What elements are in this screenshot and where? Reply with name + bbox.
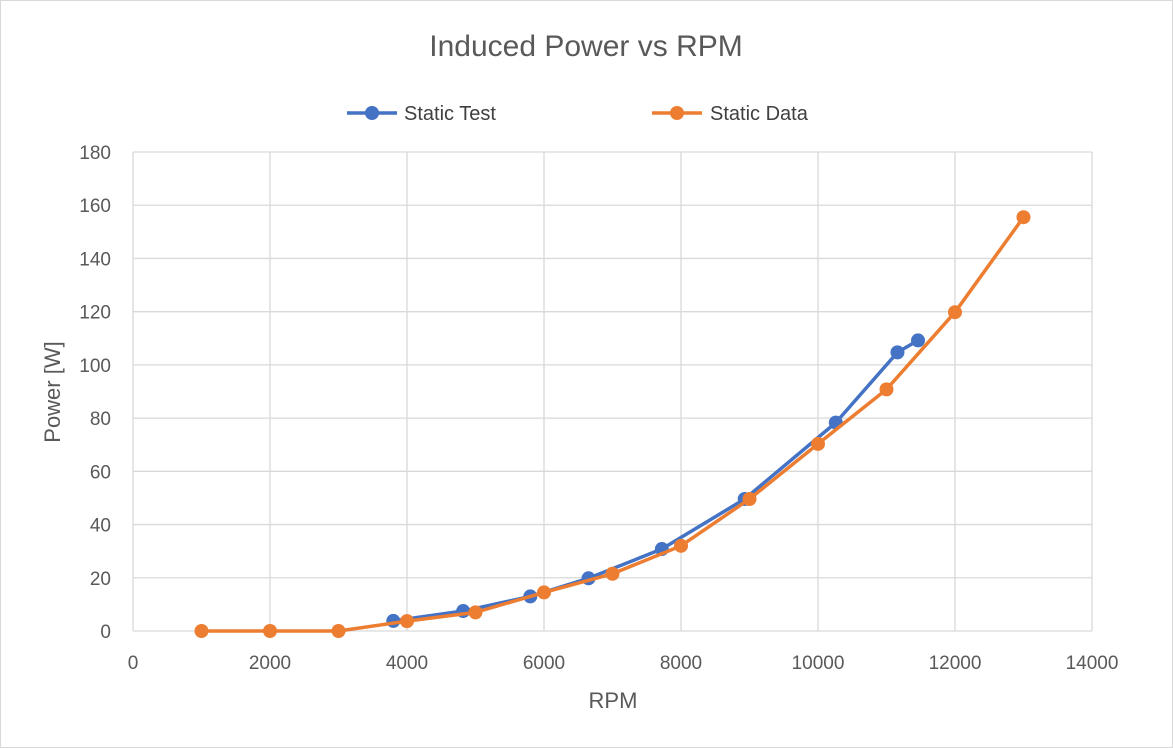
y-tick-label: 0 bbox=[100, 622, 111, 643]
y-tick-label: 140 bbox=[79, 249, 111, 270]
legend: Static Test Static Data bbox=[347, 103, 809, 125]
x-tick-label: 10000 bbox=[792, 653, 845, 674]
chart-title: Induced Power vs RPM bbox=[429, 30, 742, 63]
x-tick-label: 8000 bbox=[660, 653, 702, 674]
data-point-static-data bbox=[605, 566, 620, 581]
data-point-static-data bbox=[948, 305, 962, 320]
legend-marker-static-test bbox=[365, 106, 379, 120]
legend-label-static-test: Static Test bbox=[404, 103, 496, 125]
data-point-static-test bbox=[890, 345, 905, 360]
data-point-static-data bbox=[468, 605, 483, 620]
series-layer bbox=[194, 210, 1031, 638]
y-tick-label: 120 bbox=[79, 303, 111, 324]
y-tick-label: 40 bbox=[90, 516, 111, 537]
data-point-static-data bbox=[879, 382, 894, 397]
y-tick-label: 160 bbox=[79, 196, 111, 217]
y-axis-title: Power [W] bbox=[40, 341, 65, 442]
y-tick-label: 80 bbox=[90, 409, 111, 430]
gridlines bbox=[132, 151, 1093, 632]
x-tick-label: 6000 bbox=[523, 653, 565, 674]
data-point-static-data bbox=[400, 614, 414, 629]
x-tick-label: 14000 bbox=[1066, 653, 1119, 674]
y-axis-ticks: 0 20 40 60 80 100 120 140 160 180 bbox=[79, 143, 111, 643]
series-line-static-test bbox=[391, 338, 920, 623]
legend-label-static-data: Static Data bbox=[710, 103, 809, 125]
data-point-static-data bbox=[674, 538, 688, 553]
x-tick-label: 0 bbox=[128, 653, 139, 674]
data-point-static-data bbox=[331, 624, 346, 638]
data-point-static-data bbox=[194, 624, 209, 638]
y-tick-label: 100 bbox=[79, 356, 111, 377]
data-point-static-data bbox=[1016, 210, 1031, 225]
x-tick-label: 4000 bbox=[386, 653, 428, 674]
data-point-static-test bbox=[911, 333, 926, 348]
x-tick-label: 12000 bbox=[929, 653, 982, 674]
y-tick-label: 20 bbox=[90, 569, 111, 590]
y-tick-label: 60 bbox=[90, 462, 111, 483]
data-point-static-data bbox=[811, 436, 825, 451]
y-tick-label: 180 bbox=[79, 143, 111, 164]
data-point-static-data bbox=[263, 624, 277, 638]
x-axis-title: RPM bbox=[589, 688, 638, 713]
data-point-static-data bbox=[742, 492, 757, 507]
x-tick-label: 2000 bbox=[249, 653, 291, 674]
legend-marker-static-data bbox=[670, 106, 684, 120]
x-axis-ticks: 0 2000 4000 6000 8000 10000 12000 14000 bbox=[128, 653, 1119, 674]
data-point-static-data bbox=[537, 585, 551, 600]
